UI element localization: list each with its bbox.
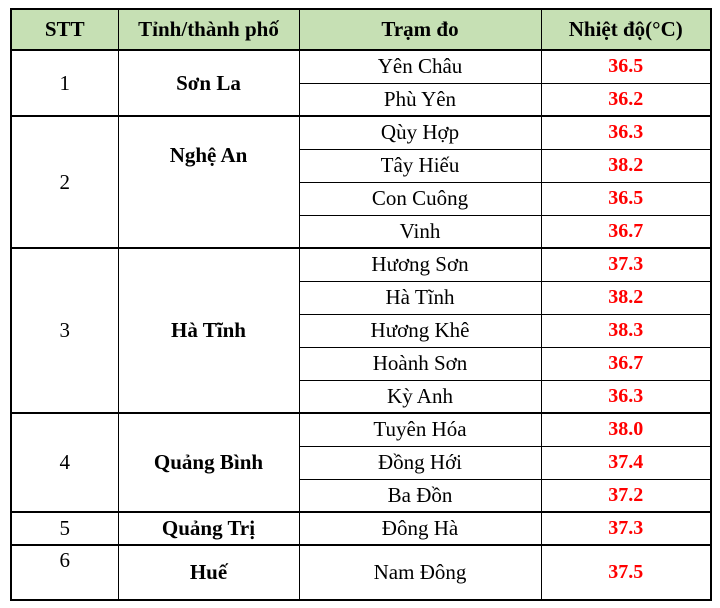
station-cell: Tuyên Hóa [298,412,542,447]
station-cell: Phù Yên [298,82,542,117]
stt-cell: 2 [10,115,119,249]
station-cell: Tây Hiếu [298,148,542,183]
table-row: Hương Khê 38.3 [11,313,712,348]
table-row: Hà Tĩnh 38.2 [11,280,712,315]
temp-cell: 38.3 [540,313,712,348]
temp-cell: 37.3 [540,511,712,546]
stt-cell: 4 [10,412,119,513]
province-cell: Huế [117,544,300,601]
table-row: Đồng Hới 37.4 [11,445,712,480]
table-row: 4 Quảng Bình Tuyên Hóa 38.0 [10,412,712,513]
station-cell: Qùy Hợp [298,115,542,150]
table-header: STT Tỉnh/thành phố Trạm đo Nhiệt độ(°C) [10,8,712,51]
table-row: Tây Hiếu 38.2 [11,148,712,183]
stt-cell: 1 [10,49,119,117]
temp-cell: 37.3 [540,247,712,282]
temp-cell: 36.7 [540,346,712,381]
table-row: Con Cuông 36.5 [11,181,712,216]
stt-cell: 5 [10,511,119,546]
province-cell: Quảng Trị [117,511,300,546]
temp-cell: 37.4 [540,445,712,480]
table-row: 2 Nghệ An Qùy Hợp 36.3 [10,115,712,249]
table-row: Hoành Sơn 36.7 [11,346,712,381]
table-row: 3 Hà Tĩnh Hương Sơn 37.3 [10,247,712,414]
header-station: Trạm đo [298,8,542,51]
stt-cell: 3 [10,247,119,414]
table-row: 1 Sơn La Yên Châu 36.5 [10,49,712,117]
header-row: STT Tỉnh/thành phố Trạm đo Nhiệt độ(°C) [10,8,712,51]
station-cell: Ba Đồn [298,478,542,513]
table-row: Ba Đồn 37.2 [11,478,712,513]
table-row: 6 Huế Nam Đông 37.5 [10,544,712,601]
station-cell: Hương Khê [298,313,542,348]
province-cell: Hà Tĩnh [117,247,300,414]
station-cell: Đồng Hới [298,445,542,480]
temp-cell: 36.2 [540,82,712,117]
temp-cell: 36.5 [540,49,712,84]
table-row: Kỳ Anh 36.3 [11,379,712,414]
temp-cell: 36.3 [540,379,712,414]
header-province: Tỉnh/thành phố [117,8,300,51]
province-cell: Nghệ An [117,115,300,249]
station-cell: Con Cuông [298,181,542,216]
station-cell: Nam Đông [298,544,542,601]
temp-cell: 38.2 [540,280,712,315]
table-body: 1 Sơn La Yên Châu 36.5 Phù Yên 36.2 2 Ng… [10,49,712,601]
stt-cell: 6 [10,544,119,601]
station-cell: Đông Hà [298,511,542,546]
station-cell: Kỳ Anh [298,379,542,414]
province-cell: Sơn La [117,49,300,117]
temp-cell: 38.0 [540,412,712,447]
temp-cell: 36.3 [540,115,712,150]
header-temperature: Nhiệt độ(°C) [540,8,712,51]
station-cell: Hương Sơn [298,247,542,282]
temp-cell: 38.2 [540,148,712,183]
province-cell: Quảng Bình [117,412,300,513]
temp-cell: 36.7 [540,214,712,249]
temp-cell: 36.5 [540,181,712,216]
station-cell: Vinh [298,214,542,249]
temp-cell: 37.2 [540,478,712,513]
temperature-table: STT Tỉnh/thành phố Trạm đo Nhiệt độ(°C) … [10,8,712,601]
station-cell: Yên Châu [298,49,542,84]
table-row: Phù Yên 36.2 [11,82,712,117]
table-row: 5 Quảng Trị Đông Hà 37.3 [10,511,712,546]
header-stt: STT [10,8,119,51]
station-cell: Hà Tĩnh [298,280,542,315]
station-cell: Hoành Sơn [298,346,542,381]
temp-cell: 37.5 [540,544,712,601]
